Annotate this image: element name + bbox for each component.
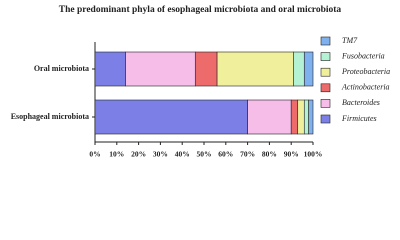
category-label: Oral microbiota <box>34 64 89 73</box>
bar-segment <box>308 99 314 135</box>
legend-swatch <box>320 36 331 46</box>
chart: The predominant phyla of esophageal micr… <box>11 5 390 159</box>
legend-label: Fusobacteria <box>341 51 385 60</box>
bar-segment <box>194 51 218 87</box>
x-tick-label: 90% <box>284 150 299 159</box>
legend-label: Firmicutes <box>341 114 377 123</box>
legend-swatch <box>320 99 331 108</box>
legend-swatch <box>320 52 331 61</box>
legend-label: TM7 <box>342 36 358 45</box>
bar-segment <box>94 51 126 87</box>
legend-label: Actinobacteria <box>341 83 390 92</box>
legend-swatch <box>320 114 331 124</box>
bar-segment <box>216 51 294 87</box>
bar-segment <box>303 51 314 87</box>
x-tick-label: 100% <box>304 150 323 159</box>
bar-segment <box>297 99 305 135</box>
x-tick-label: 70% <box>240 150 255 159</box>
chart-title: The predominant phyla of esophageal micr… <box>59 5 342 15</box>
bar-segment <box>290 99 299 135</box>
legend-swatch <box>320 83 331 93</box>
x-tick-label: 50% <box>197 150 212 159</box>
bar-segment <box>247 99 292 135</box>
legend-label: Bacteroides <box>342 98 380 107</box>
category-label: Esophageal microbiota <box>11 112 89 121</box>
x-tick-label: 10% <box>109 150 124 159</box>
legend-swatch <box>320 67 331 77</box>
legend-label: Proteobacteria <box>341 67 390 76</box>
x-tick-label: 80% <box>262 150 277 159</box>
x-tick-label: 40% <box>175 150 190 159</box>
x-tick-label: 0% <box>89 150 100 159</box>
x-tick-label: 60% <box>218 150 233 159</box>
bar-segment <box>293 51 305 87</box>
x-tick-label: 20% <box>131 150 146 159</box>
bar-segment <box>125 51 196 87</box>
bar-segment <box>94 99 248 135</box>
bar-segment <box>303 99 309 135</box>
x-tick-label: 30% <box>153 150 168 159</box>
